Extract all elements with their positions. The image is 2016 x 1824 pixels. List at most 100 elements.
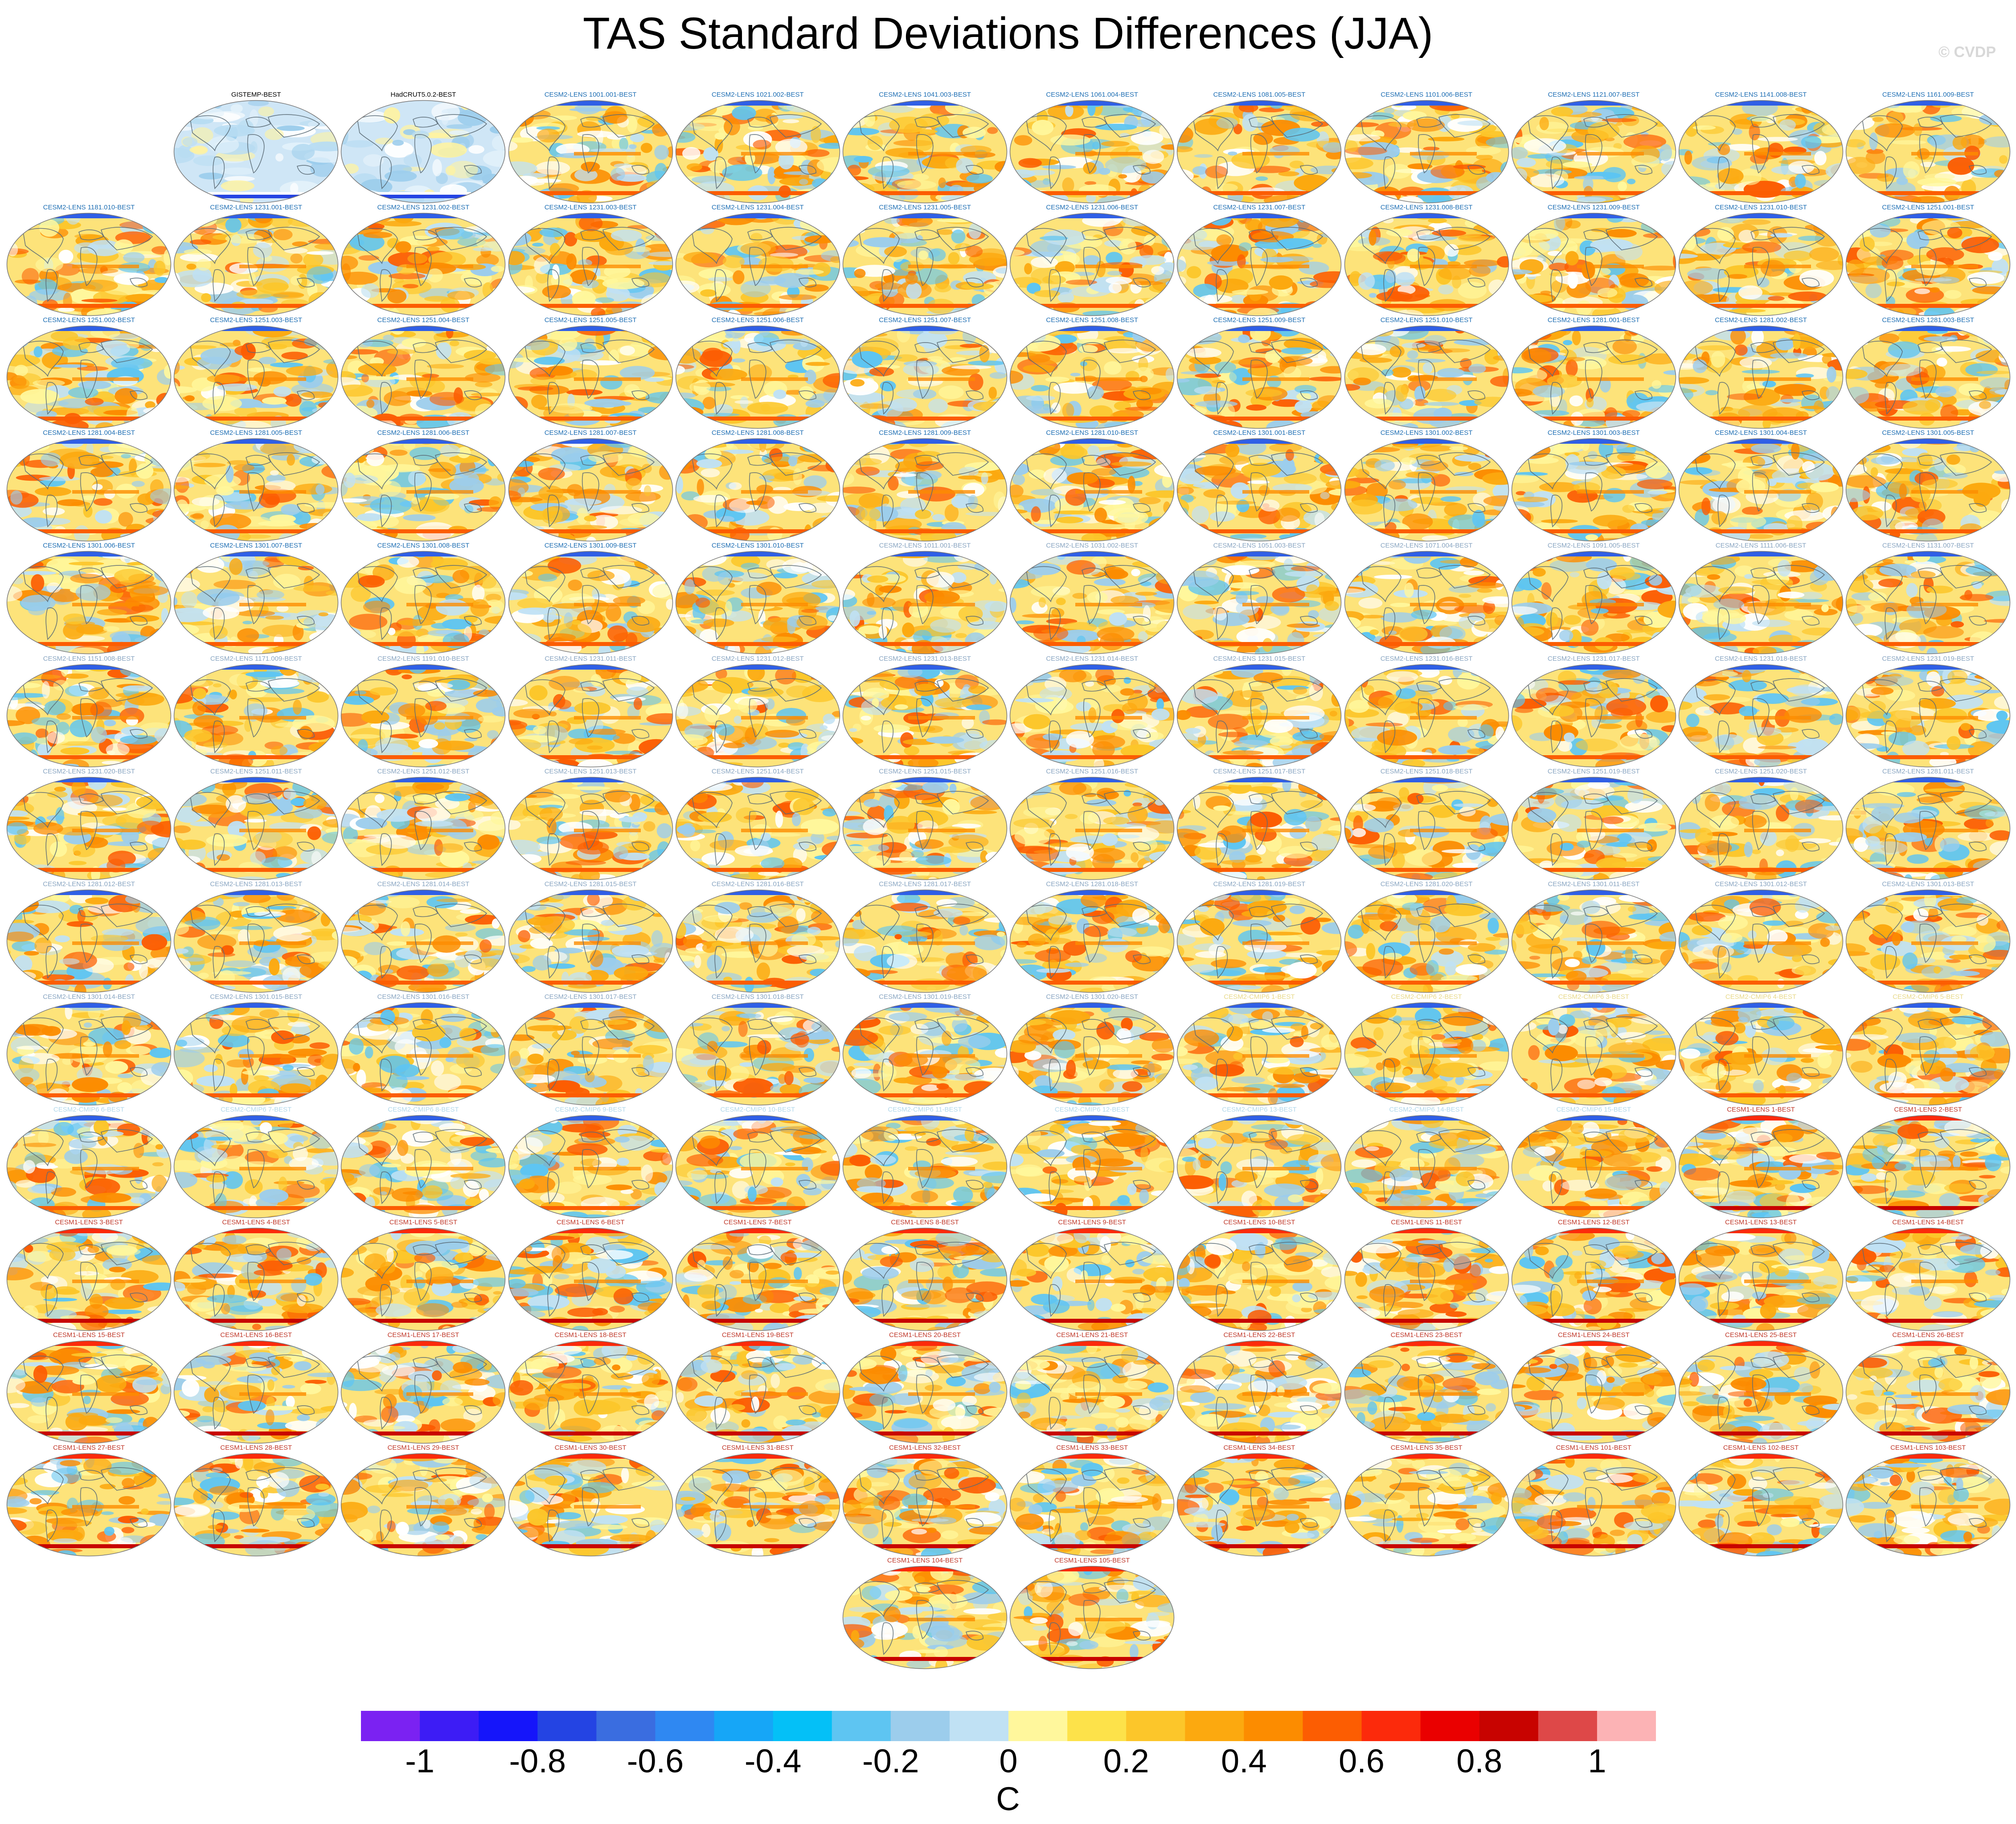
- global-map: [1511, 213, 1676, 316]
- colorbar-tick-label: -1: [405, 1742, 434, 1779]
- global-map: [1678, 213, 1844, 316]
- global-map: [842, 1227, 1008, 1331]
- map-panel: CESM1-LENS 29-BEST: [340, 1444, 507, 1557]
- panel-title: CESM2-LENS 1001.001-BEST: [544, 91, 637, 98]
- colorbar-tick-label: 0: [999, 1742, 1018, 1779]
- panel-title: CESM2-LENS 1251.017-BEST: [1213, 767, 1306, 775]
- map-panel: CESM2-LENS 1031.002-BEST: [1008, 541, 1176, 655]
- panel-title: CESM1-LENS 14-BEST: [1892, 1219, 1964, 1226]
- panel-title: CESM1-LENS 3-BEST: [55, 1219, 123, 1226]
- panel-title: CESM1-LENS 17-BEST: [387, 1331, 459, 1339]
- map-panel: CESM2-CMIP6 5-BEST: [1844, 993, 2012, 1106]
- global-map: [1344, 213, 1509, 316]
- colorbar-swatch: [1126, 1711, 1185, 1741]
- global-map: [6, 551, 172, 654]
- global-map: [1344, 1115, 1509, 1219]
- global-map: [1177, 1453, 1342, 1557]
- map-panel: CESM1-LENS 104-BEST: [841, 1556, 1008, 1670]
- global-map: [1845, 1340, 2011, 1444]
- global-map: [842, 664, 1008, 767]
- panel-title: CESM1-LENS 8-BEST: [891, 1219, 959, 1226]
- panel-title: CESM2-LENS 1231.002-BEST: [377, 204, 470, 212]
- map-panel: CESM2-LENS 1231.008-BEST: [1343, 203, 1510, 317]
- global-map: [1845, 777, 2011, 880]
- map-panel: CESM2-LENS 1301.011-BEST: [1510, 880, 1677, 994]
- map-panel: CESM2-LENS 1171.009-BEST: [172, 654, 340, 768]
- global-map: [1177, 1115, 1342, 1219]
- panel-title: CESM2-LENS 1301.017-BEST: [544, 993, 637, 1001]
- colorbar-swatch: [1008, 1711, 1068, 1741]
- map-panel: CESM1-LENS 19-BEST: [674, 1331, 841, 1444]
- global-map: [508, 1340, 673, 1444]
- map-panel: CESM1-LENS 25-BEST: [1677, 1331, 1844, 1444]
- global-map: [1009, 1002, 1175, 1106]
- global-map: [1344, 889, 1509, 993]
- global-map: [508, 777, 673, 880]
- map-panel: CESM2-LENS 1251.016-BEST: [1008, 767, 1176, 881]
- panel-title: CESM1-LENS 19-BEST: [721, 1331, 794, 1339]
- global-map: [1845, 1115, 2011, 1219]
- global-map: [675, 1002, 840, 1106]
- global-map: [508, 664, 673, 767]
- global-map: [173, 1115, 339, 1219]
- global-map: [1511, 889, 1676, 993]
- map-panel: CESM2-LENS 1251.019-BEST: [1510, 767, 1677, 881]
- panel-title: CESM2-LENS 1231.009-BEST: [1547, 204, 1640, 212]
- map-panel: CESM2-LENS 1141.008-BEST: [1677, 90, 1844, 204]
- global-map: [842, 100, 1008, 204]
- panel-title: CESM2-CMIP6 5-BEST: [1893, 993, 1964, 1001]
- map-panel: CESM2-LENS 1251.014-BEST: [674, 767, 841, 881]
- panel-title: CESM2-LENS 1231.004-BEST: [711, 204, 804, 212]
- panel-title: CESM2-LENS 1251.002-BEST: [43, 316, 135, 324]
- panel-title: HadCRUT5.0.2-BEST: [390, 91, 456, 98]
- panel-title: CESM2-LENS 1251.020-BEST: [1715, 767, 1807, 775]
- global-map: [842, 213, 1008, 316]
- global-map: [1845, 213, 2011, 316]
- panel-title: CESM1-LENS 7-BEST: [724, 1219, 792, 1226]
- global-map: [1845, 889, 2011, 993]
- map-panel: CESM2-LENS 1251.018-BEST: [1343, 767, 1510, 881]
- global-map: [1009, 1566, 1175, 1669]
- global-map: [842, 438, 1008, 542]
- panel-title: CESM2-LENS 1281.001-BEST: [1547, 316, 1640, 324]
- global-map: [6, 777, 172, 880]
- map-panel: CESM2-LENS 1301.001-BEST: [1176, 429, 1343, 542]
- map-panel: CESM2-LENS 1251.012-BEST: [340, 767, 507, 881]
- panel-title: CESM1-LENS 4-BEST: [222, 1219, 290, 1226]
- colorbar-tick-label: -0.6: [627, 1742, 684, 1779]
- map-panel: CESM2-CMIP6 10-BEST: [674, 1105, 841, 1219]
- panel-title: CESM1-LENS 22-BEST: [1223, 1331, 1295, 1339]
- global-map: [173, 213, 339, 316]
- colorbar-swatch: [596, 1711, 656, 1741]
- panel-title: CESM2-LENS 1301.011-BEST: [1548, 880, 1640, 888]
- global-map: [173, 1340, 339, 1444]
- map-panel: CESM2-LENS 1281.002-BEST: [1677, 316, 1844, 429]
- map-panel: CESM1-LENS 32-BEST: [841, 1444, 1008, 1557]
- map-panel: CESM2-LENS 1281.015-BEST: [507, 880, 674, 994]
- map-panel: CESM2-LENS 1251.013-BEST: [507, 767, 674, 881]
- panel-title: CESM2-CMIP6 8-BEST: [388, 1105, 459, 1113]
- panel-title: CESM2-LENS 1281.019-BEST: [1213, 880, 1306, 888]
- global-map: [1009, 1340, 1175, 1444]
- global-map: [6, 889, 172, 993]
- panel-title: CESM2-LENS 1251.010-BEST: [1380, 316, 1473, 324]
- map-panel: CESM2-CMIP6 3-BEST: [1510, 993, 1677, 1106]
- global-map: [1009, 889, 1175, 993]
- global-map: [1678, 551, 1844, 654]
- map-panel: CESM2-LENS 1251.015-BEST: [841, 767, 1008, 881]
- global-map: [1678, 438, 1844, 542]
- map-panel: CESM1-LENS 23-BEST: [1343, 1331, 1510, 1444]
- map-panel: CESM2-LENS 1281.011-BEST: [1844, 767, 2012, 881]
- map-panel: CESM2-LENS 1301.015-BEST: [172, 993, 340, 1106]
- global-map: [1678, 100, 1844, 204]
- panel-title: CESM2-LENS 1231.016-BEST: [1380, 654, 1473, 663]
- colorbar-swatch: [714, 1711, 774, 1741]
- panel-title: CESM2-LENS 1041.003-BEST: [879, 91, 971, 98]
- global-map: [508, 1453, 673, 1557]
- map-panel: CESM1-LENS 18-BEST: [507, 1331, 674, 1444]
- map-panel: CESM2-LENS 1231.012-BEST: [674, 654, 841, 768]
- global-map: [1678, 1453, 1844, 1557]
- panel-title: CESM1-LENS 35-BEST: [1390, 1444, 1463, 1452]
- panel-title: CESM1-LENS 27-BEST: [53, 1444, 125, 1452]
- map-panel: CESM1-LENS 24-BEST: [1510, 1331, 1677, 1444]
